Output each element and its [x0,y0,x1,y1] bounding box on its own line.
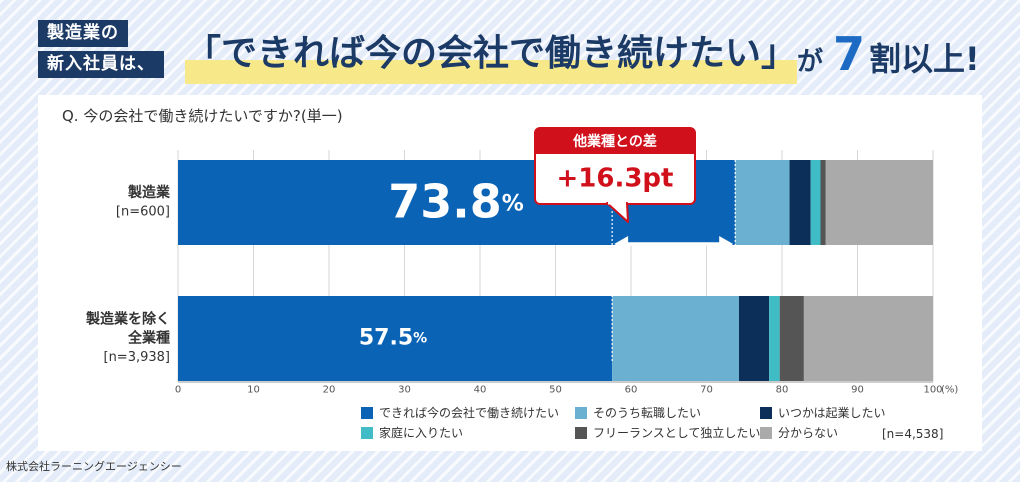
category-label: 製造業 [127,184,171,201]
data-label: 73.8% [388,174,524,228]
callout-title: 他業種との差 [572,133,657,150]
legend-swatch [760,427,772,439]
headline-ga: が [797,47,824,77]
bar-segment [612,296,739,381]
category-n-label: [n=600] [116,205,170,220]
data-label: 57.5% [359,326,427,351]
category-n-label: [n=3,938] [104,350,171,365]
data-label-unit: % [502,192,524,217]
x-tick-label: 20 [323,384,336,395]
x-tick-label: 60 [625,384,638,395]
legend-n-total: [n=4,538] [882,427,944,441]
x-axis-unit: (%) [941,384,958,395]
chart-panel [38,95,982,451]
legend-item: いつかは起業したい [760,406,886,420]
x-tick-label: 50 [549,384,562,395]
legend-item: できれば今の会社で働き続けたい [361,406,559,420]
x-tick-label: 90 [851,384,864,395]
difference-arrow-head-left [614,236,629,252]
legend-item: 分からない [760,426,838,440]
legend-swatch [760,407,772,419]
legend-swatch [575,407,587,419]
legend-item: そのうち転職したい [575,406,701,420]
question-text: Q. 今の会社で働き続けたいですか?(単一) [62,107,343,125]
x-tick-label: 70 [700,384,713,395]
legend-swatch [361,407,373,419]
bar-segment [779,296,804,381]
bar-segment [738,296,770,381]
header-tag-line-2: 新入社員は、 [38,51,164,78]
legend-label: 家庭に入りたい [379,426,464,440]
legend-label: いつかは起業したい [778,406,886,420]
data-label-value: 57.5 [359,326,413,351]
headline-number: 7 [833,27,866,81]
bar-segment [820,160,826,245]
headline-quote: 「できれば今の会社で働き続けたい」 [185,24,798,84]
bar-segment [810,160,821,245]
x-tick-label: 30 [398,384,411,395]
bar-segment [735,160,790,245]
bar-segment [178,296,613,381]
x-tick-label: 10 [247,384,260,395]
bar-segment [825,160,933,245]
legend-item: フリーランスとして独立したい [575,426,760,440]
company-credit: 株式会社ラーニングエージェンシー [6,460,182,473]
x-tick-label: 0 [175,384,181,395]
difference-arrow-head-right [719,236,734,252]
category-label: 全業種 [127,330,170,347]
callout-title-bg [536,129,694,154]
data-label-value: 73.8 [388,174,502,228]
legend-label: そのうち転職したい [593,406,702,420]
bar-segment [789,160,811,245]
legend-label: 分からない [778,426,839,440]
data-label-unit: % [413,331,427,347]
legend-label: できれば今の会社で働き続けたい [379,406,560,420]
legend-swatch [575,427,587,439]
bar-segment [769,296,780,381]
x-tick-label: 40 [474,384,487,395]
legend-item: 家庭に入りたい [361,426,463,440]
header-tag-line-1: 製造業の [38,20,128,47]
bar-segment [803,296,933,381]
callout-value: +16.3pt [557,164,674,194]
legend-swatch [361,427,373,439]
x-tick-label: 80 [776,384,789,395]
legend-label: フリーランスとして独立したい [593,426,761,440]
x-tick-label: 100 [923,384,942,395]
headline-tail: 割以上! [869,40,980,78]
category-label: 製造業を除く [85,311,170,328]
